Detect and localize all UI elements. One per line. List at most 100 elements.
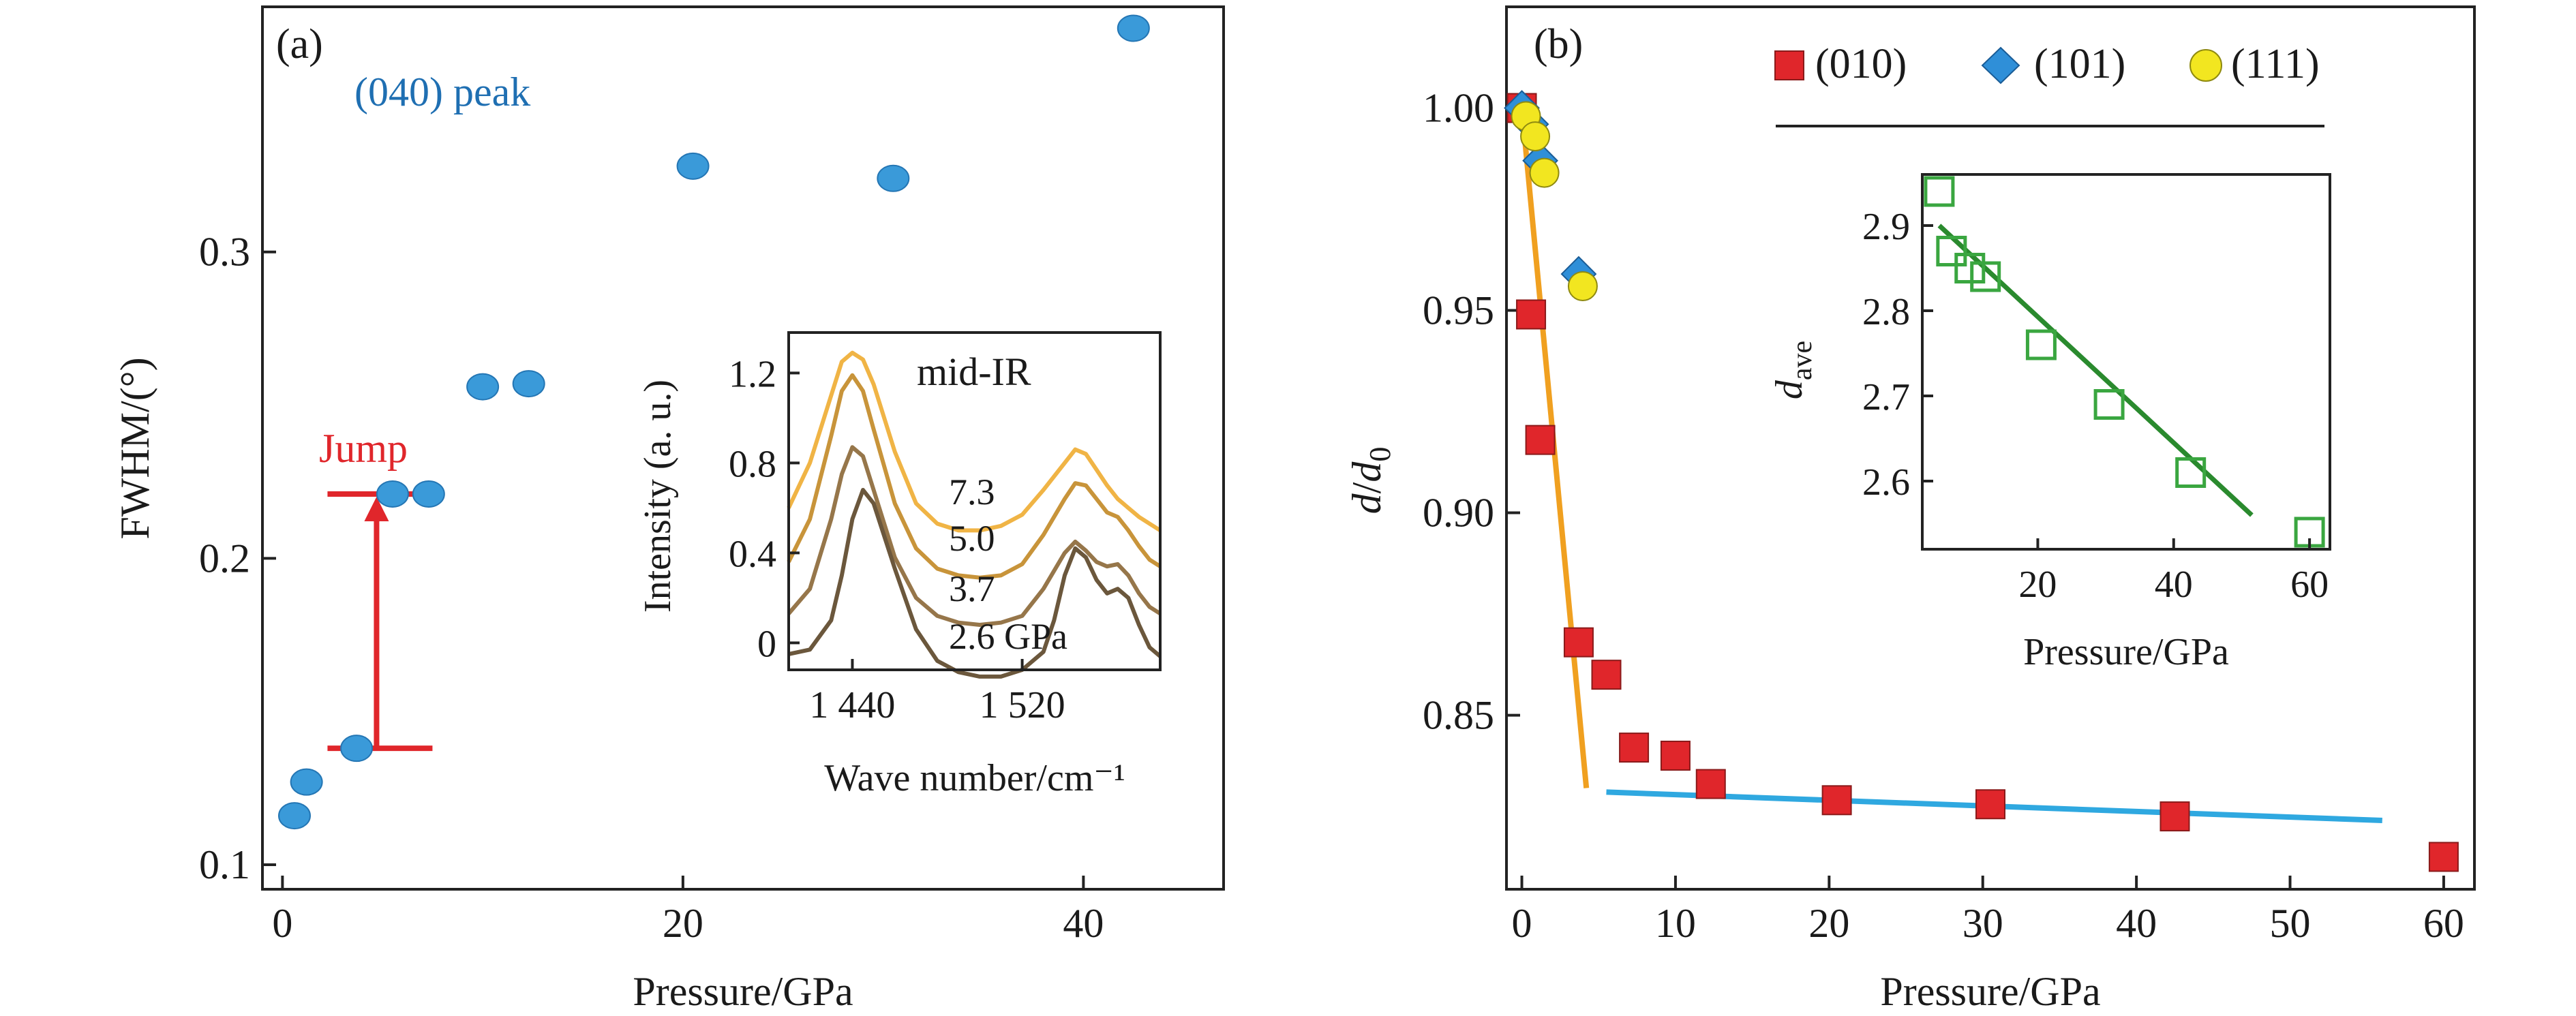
spectrum-pressure-label: 3.7 xyxy=(949,568,995,609)
inset-a-y-axis-title: Intensity (a. u.) xyxy=(637,380,679,613)
inset-b-data-points xyxy=(1924,176,2325,548)
inset-b-y-tick-label: 2.9 xyxy=(1862,206,1910,248)
inset-b-y-ticks: 2.6 2.7 2.8 2.9 xyxy=(1862,206,1933,504)
panel-a-x-tick-label: 20 xyxy=(663,901,703,946)
panel-b-x-tick-label: 20 xyxy=(1808,901,1849,946)
inset-b-y-axis-title: dave xyxy=(1768,341,1818,399)
inset-b-x-tick-label: 20 xyxy=(2018,564,2057,606)
inset-a-spectra xyxy=(787,350,1162,679)
panel-b-x-ticks: 0 10 20 30 40 50 60 xyxy=(1512,876,2464,946)
dave-point xyxy=(1970,261,2001,292)
panel-a-y-tick-label: 0.2 xyxy=(199,536,250,581)
inset-a-y-tick-label: 1.2 xyxy=(729,353,776,395)
panel-a-y-axis-title: FWHM/(°) xyxy=(112,357,157,539)
panel-a-label: (a) xyxy=(276,21,323,67)
inset-b-x-tick-label: 40 xyxy=(2155,564,2193,606)
point-111 xyxy=(1520,121,1551,152)
fwhm-point xyxy=(412,480,445,508)
panel-a-inset: mid-IR 7.35.03.72.6 GPa 1 440 1 520 00.40… xyxy=(637,331,1162,799)
panel-a: (a) (040) peak 0 20 40 0.1 0.2 0.3 Pressure/… xyxy=(112,5,1225,1014)
legend-marker-111 xyxy=(2189,49,2222,82)
panel-a-y-ticks: 0.1 0.2 0.3 xyxy=(199,230,276,887)
inset-a-frame xyxy=(787,331,1162,671)
legend-marker-010 xyxy=(1774,50,1804,80)
panel-b-data-points xyxy=(1504,90,2459,872)
point-010 xyxy=(1975,789,2005,820)
inset-fit-line xyxy=(1937,224,2254,517)
panel-a-data-points xyxy=(278,14,1150,830)
panel-b-legend: (010) (101) (111) xyxy=(1774,41,2324,127)
fwhm-point xyxy=(1117,14,1150,42)
dave-point xyxy=(2175,457,2207,488)
point-010 xyxy=(1525,425,1556,455)
fwhm-point xyxy=(278,802,311,830)
spectrum-pressure-label: 5.0 xyxy=(949,518,995,559)
dave-point xyxy=(1924,176,1955,207)
panel-a-annotation: (040) peak xyxy=(354,70,530,114)
fwhm-point xyxy=(877,164,910,192)
inset-a-y-tick-label: 0.8 xyxy=(729,443,776,485)
dave-point xyxy=(2025,329,2057,360)
panel-b-x-tick-label: 0 xyxy=(1512,901,1532,946)
inset-b-y-tick-label: 2.6 xyxy=(1862,461,1910,504)
panel-b-x-tick-label: 10 xyxy=(1655,901,1696,946)
inset-a-y-tick-label: 0.4 xyxy=(729,533,776,575)
fwhm-point xyxy=(290,768,323,796)
panel-b-y-tick-label: 0.85 xyxy=(1423,693,1494,738)
panel-a-y-tick-label: 0.1 xyxy=(199,842,250,887)
legend-marker-101 xyxy=(1981,46,2020,84)
fwhm-point xyxy=(676,152,710,180)
fwhm-point xyxy=(340,735,374,763)
point-010 xyxy=(1660,740,1691,771)
inset-a-x-ticks: 1 440 1 520 xyxy=(809,659,1065,726)
panel-b-x-tick-label: 50 xyxy=(2270,901,2311,946)
panel-b-inset: 20 40 60 2.6 2.7 2.8 2.9 Pressure/GPa dave xyxy=(1768,173,2331,673)
panel-b-x-tick-label: 40 xyxy=(2116,901,2157,946)
inset-b-fit-line xyxy=(1937,224,2254,517)
point-010 xyxy=(1619,733,1650,763)
inset-b-frame xyxy=(1921,173,2331,551)
panel-a-x-tick-label: 40 xyxy=(1063,901,1104,946)
panel-b-y-tick-label: 0.90 xyxy=(1423,491,1494,536)
point-111 xyxy=(1567,271,1598,301)
spectrum-line xyxy=(787,445,1162,627)
inset-a-x-axis-title: Wave number/cm⁻¹ xyxy=(824,757,1125,799)
panel-b-y-ticks: 0.85 0.90 0.95 1.00 xyxy=(1423,86,1520,738)
point-010 xyxy=(1563,627,1594,658)
inset-b-y-tick-label: 2.7 xyxy=(1862,376,1910,418)
panel-a-x-axis-title: Pressure/GPa xyxy=(633,969,853,1014)
spectrum-line xyxy=(787,373,1162,580)
fwhm-point xyxy=(466,373,500,401)
dave-point xyxy=(1954,253,1986,283)
panel-b-y-axis-title: d/d0 xyxy=(1344,447,1397,514)
inset-a-y-tick-label: 0 xyxy=(757,623,776,665)
panel-a-plot-frame xyxy=(261,5,1225,891)
panel-b-x-tick-label: 30 xyxy=(1963,901,2003,946)
jump-label: Jump xyxy=(319,426,408,471)
point-010 xyxy=(1591,660,1622,690)
inset-b-y-tick-label: 2.8 xyxy=(1862,291,1910,333)
panel-b-y-tick-label: 0.95 xyxy=(1423,288,1494,333)
spectrum-line xyxy=(787,350,1162,533)
panel-b-label: (b) xyxy=(1534,21,1583,67)
inset-b-x-tick-label: 60 xyxy=(2290,564,2329,606)
jump-arrow-head xyxy=(364,496,389,521)
point-010 xyxy=(1516,299,1547,330)
panel-b-plot-frame xyxy=(1505,5,2476,891)
spectrum-pressure-label: 2.6 GPa xyxy=(949,616,1067,657)
spectrum-line xyxy=(788,488,1162,679)
inset-a-x-tick-label: 1 520 xyxy=(980,684,1065,726)
panel-b-x-axis-title: Pressure/GPa xyxy=(1880,969,2100,1014)
panel-a-x-tick-label: 0 xyxy=(272,901,292,946)
point-111 xyxy=(1529,157,1560,188)
point-010 xyxy=(1821,785,1852,816)
dave-point xyxy=(2093,389,2125,420)
legend-label-010: (010) xyxy=(1815,41,1907,87)
inset-b-background xyxy=(1922,174,2330,549)
inset-a-series-labels: 7.3 5.0 3.7 2.6 GPa xyxy=(949,472,1067,657)
panel-b-x-tick-label: 60 xyxy=(2423,901,2464,946)
point-010 xyxy=(2428,842,2459,872)
inset-a-annotation: mid-IR xyxy=(917,350,1031,394)
point-010 xyxy=(1695,769,1726,799)
